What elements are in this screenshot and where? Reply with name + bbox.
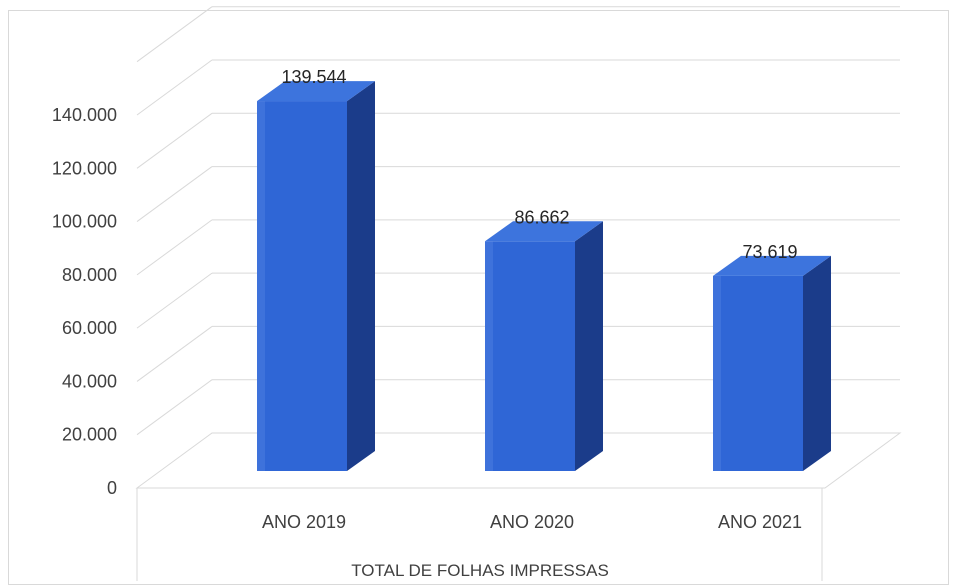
data-label: 139.544 xyxy=(281,67,346,87)
bar-highlight xyxy=(485,241,493,471)
data-label: 86.662 xyxy=(514,207,569,227)
y-tick-label: 0 xyxy=(107,478,117,498)
bar xyxy=(485,221,603,471)
bar-top xyxy=(485,221,603,242)
gridline-side xyxy=(136,326,213,382)
y-tick-label: 140.000 xyxy=(52,105,117,125)
bar xyxy=(257,81,375,471)
category-label: ANO 2021 xyxy=(718,512,802,532)
bar-top xyxy=(257,81,375,102)
y-axis-ticks: 0 20.000 40.000 60.000 80.000 100.000 120.000 1… xyxy=(52,105,117,498)
bar-top xyxy=(713,255,831,276)
bar-front xyxy=(257,101,347,471)
category-label: ANO 2019 xyxy=(262,512,346,532)
gridline-side xyxy=(136,112,213,169)
bar-front xyxy=(713,275,803,471)
bar-front xyxy=(485,241,575,471)
y-tick-label: 80.000 xyxy=(62,265,117,285)
y-tick-label: 60.000 xyxy=(62,318,117,338)
data-label: 73.619 xyxy=(742,242,797,262)
category-axis-box xyxy=(137,487,823,581)
gridline-side xyxy=(136,166,213,222)
bar-side xyxy=(347,81,375,471)
category-group-label: TOTAL DE FOLHAS IMPRESSAS xyxy=(351,561,609,580)
y-tick-label: 120.000 xyxy=(52,158,117,178)
data-labels: 139.544 86.662 73.619 xyxy=(281,67,797,262)
bar-highlight xyxy=(257,101,265,471)
y-tick-label: 100.000 xyxy=(52,212,117,232)
bar xyxy=(713,255,831,471)
category-label: ANO 2020 xyxy=(490,512,574,532)
gridline-side xyxy=(136,6,213,63)
bar-side xyxy=(803,255,831,471)
gridline-side xyxy=(136,59,213,116)
bar-side xyxy=(575,221,603,471)
y-tick-label: 40.000 xyxy=(62,371,117,391)
bar-highlight xyxy=(713,275,721,471)
gridline-side xyxy=(136,272,213,329)
gridline-side xyxy=(136,379,213,436)
gridline-side xyxy=(136,219,213,276)
y-tick-label: 20.000 xyxy=(62,425,117,445)
x-axis-categories: ANO 2019 ANO 2020 ANO 2021 xyxy=(262,512,802,532)
bars xyxy=(257,81,831,471)
